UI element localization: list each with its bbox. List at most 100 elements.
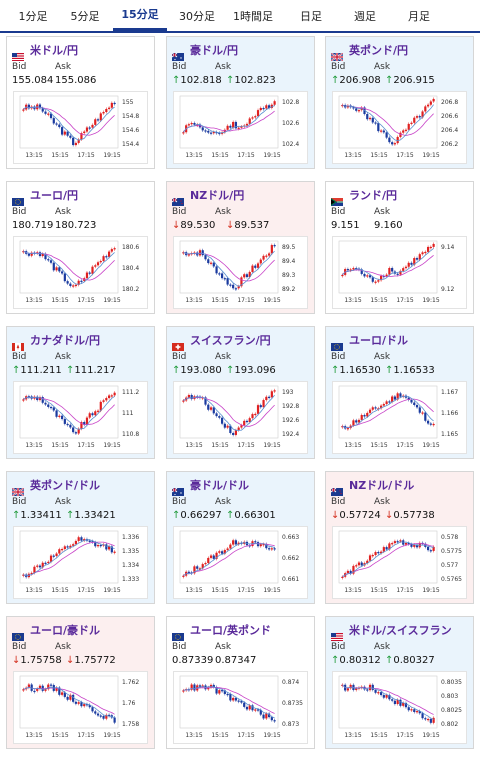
candle-body bbox=[110, 395, 113, 397]
candle-body bbox=[105, 714, 108, 719]
candle-body bbox=[251, 414, 254, 419]
pair-name[interactable]: ユーロ/英ポンド bbox=[190, 624, 272, 637]
pair-card[interactable]: NZドル/ドル Bid Ask ↓0.57724 ↓0.57738 0.578 0.5775… bbox=[325, 471, 474, 604]
x-tick-label: 15:15 bbox=[211, 732, 228, 739]
mini-candle-chart[interactable]: 1.762 1.76 1.758 13:15 15:15 17:15 19:15 bbox=[13, 671, 148, 744]
tab-4[interactable]: 1時間足 bbox=[233, 9, 273, 23]
x-tick-label: 17:15 bbox=[237, 297, 254, 304]
pair-card[interactable]: NZドル/円 Bid Ask ↓89.530 ↓89.537 89.5 89.4 89.3 89… bbox=[166, 181, 315, 314]
candle-body bbox=[267, 253, 271, 256]
pair-name[interactable]: ユーロ/円 bbox=[30, 189, 79, 202]
pair-card[interactable]: ユーロ/英ポンド Bid Ask 0.87339 0.87347 0.874 0.8735 0… bbox=[166, 616, 315, 749]
y-tick-label: 0.8735 bbox=[282, 700, 303, 707]
candle-body bbox=[96, 545, 100, 547]
mini-candle-chart[interactable]: 193 192.8 192.6 192.4 13:15 15:15 17:15 19:15 bbox=[173, 381, 308, 454]
mini-candle-chart[interactable]: 0.578 0.5775 0.577 0.5765 13:15 15:15 17:15 19:… bbox=[332, 526, 467, 599]
candle-body bbox=[382, 403, 385, 406]
pair-card[interactable]: ユーロ/円 Bid Ask 180.719 180.723 180.6 180.4 180.2… bbox=[6, 181, 155, 314]
pair-card[interactable]: 豪ドル/ドル Bid Ask ↑0.66297 ↑0.66301 0.663 0.662 0.… bbox=[166, 471, 315, 604]
pair-name[interactable]: スイスフラン/円 bbox=[190, 334, 271, 347]
candle-chart-svg: 0.874 0.8735 0.873 13:15 15:15 17:15 19:15 bbox=[179, 675, 303, 739]
pair-card[interactable]: 英ポンド/円 Bid Ask ↑206.908 ↑206.915 206.8 206.6 20… bbox=[325, 36, 474, 169]
y-tick-label: 193 bbox=[282, 389, 294, 396]
pair-card[interactable]: ユーロ/豪ドル Bid Ask ↓1.75758 ↓1.75772 1.762 1.76 1.… bbox=[6, 616, 155, 749]
candle-body bbox=[410, 399, 413, 403]
candle-body bbox=[229, 125, 232, 128]
candle-body bbox=[413, 402, 416, 406]
pair-card[interactable]: カナダドル/円 Bid Ask ↑111.211 ↑111.217 111.2 111 110… bbox=[6, 326, 155, 459]
candle-body bbox=[346, 428, 350, 430]
candle-body bbox=[432, 98, 435, 102]
ca-flag-icon bbox=[12, 336, 24, 351]
y-tick-label: 1.762 bbox=[122, 679, 139, 686]
tab-6[interactable]: 週足 bbox=[354, 9, 376, 23]
candle-chart-svg: 1.762 1.76 1.758 13:15 15:15 17:15 19:15 bbox=[19, 675, 139, 739]
pair-header: ユーロ/豪ドル bbox=[12, 623, 101, 641]
arrow-up-icon: ↑ bbox=[66, 510, 75, 521]
candle-body bbox=[270, 245, 273, 254]
candle-body bbox=[273, 548, 276, 550]
mini-candle-chart[interactable]: 180.6 180.4 180.2 13:15 15:15 17:15 19:15 bbox=[13, 236, 148, 309]
candle-body bbox=[232, 284, 235, 289]
mini-candle-chart[interactable]: 0.8035 0.803 0.8025 0.802 13:15 15:15 17:15 19:… bbox=[332, 671, 467, 744]
candle-body bbox=[218, 416, 221, 418]
pair-card[interactable]: ランド/円 Bid Ask 9.151 9.160 9.14 9.12 13:15 15:15 1… bbox=[325, 181, 474, 314]
mini-candle-chart[interactable]: 111.2 111 110.8 13:15 15:15 17:15 19:15 bbox=[13, 381, 148, 454]
pair-name[interactable]: NZドル/円 bbox=[190, 189, 245, 202]
mini-candle-chart[interactable]: 206.8 206.6 206.4 206.2 13:15 15:15 17:15 19:15 bbox=[332, 91, 467, 164]
tab-5[interactable]: 日足 bbox=[300, 9, 322, 23]
bid-label: Bid bbox=[12, 352, 27, 362]
candle-body bbox=[432, 717, 435, 723]
ma-line-long bbox=[183, 110, 275, 133]
pair-header: 英ポンド/円 bbox=[330, 43, 409, 62]
candle-body bbox=[74, 540, 78, 545]
plot-frame bbox=[179, 385, 279, 439]
candle-body bbox=[248, 118, 251, 124]
pair-card[interactable]: 米ドル/円 Bid Ask 155.084 155.086 155 154.8 154.6 15… bbox=[6, 36, 155, 169]
tab-2[interactable]: 15分足 bbox=[113, 0, 167, 31]
candle-body bbox=[256, 709, 260, 711]
y-tick-label: 155 bbox=[122, 99, 134, 106]
pair-name[interactable]: ランド/円 bbox=[349, 189, 398, 202]
candle-body bbox=[218, 132, 221, 135]
candle-body bbox=[371, 684, 374, 690]
tab-0[interactable]: 1分足 bbox=[18, 9, 48, 23]
candle-chart-svg: 193 192.8 192.6 192.4 13:15 15:15 17:15 19:15 bbox=[179, 385, 299, 449]
mini-candle-chart[interactable]: 1.167 1.166 1.165 13:15 15:15 17:15 19:15 bbox=[332, 381, 467, 454]
pair-card[interactable]: スイスフラン/円 Bid Ask ↑193.080 ↑193.096 193 192.8 19… bbox=[166, 326, 315, 459]
mini-candle-chart[interactable]: 1.336 1.335 1.334 1.333 13:15 15:15 17:15 19:15 bbox=[13, 526, 148, 599]
mini-candle-chart[interactable]: 9.14 9.12 13:15 15:15 17:15 19:15 bbox=[332, 236, 467, 309]
pair-name[interactable]: NZドル/ドル bbox=[349, 479, 415, 492]
tab-7[interactable]: 月足 bbox=[408, 9, 430, 23]
pair-card[interactable]: 豪ドル/円 Bid Ask ↑102.818 ↑102.823 102.8 102.6 102… bbox=[166, 36, 315, 169]
pair-name[interactable]: 英ポンド/円 bbox=[349, 44, 409, 57]
pair-card[interactable]: 英ポンド/ドル Bid Ask ↑1.33411 ↑1.33421 1.336 1.335 1… bbox=[6, 471, 155, 604]
pair-name[interactable]: 英ポンド/ドル bbox=[30, 479, 101, 492]
pair-name[interactable]: 米ドル/円 bbox=[30, 44, 79, 57]
bid-label: Bid bbox=[331, 352, 346, 362]
tab-3[interactable]: 30分足 bbox=[179, 9, 215, 23]
mini-candle-chart[interactable]: 89.5 89.4 89.3 89.2 13:15 15:15 17:15 19:15 bbox=[173, 236, 308, 309]
candle-body bbox=[30, 572, 33, 575]
y-tick-label: 0.874 bbox=[282, 679, 299, 686]
pair-name[interactable]: ユーロ/豪ドル bbox=[30, 624, 101, 637]
pair-card[interactable]: ユーロ/ドル Bid Ask ↑1.16530 ↑1.16533 1.167 1.166 1.… bbox=[325, 326, 474, 459]
candle-body bbox=[47, 259, 50, 261]
candle-body bbox=[245, 706, 249, 710]
ask-label: Ask bbox=[215, 62, 232, 72]
mini-candle-chart[interactable]: 155 154.8 154.6 154.4 13:15 15:15 17:15 19:15 bbox=[13, 91, 148, 164]
x-tick-label: 17:15 bbox=[396, 587, 413, 594]
pair-name[interactable]: 豪ドル/ドル bbox=[190, 479, 250, 492]
candle-body bbox=[226, 125, 229, 130]
candle-body bbox=[47, 561, 50, 564]
mini-candle-chart[interactable]: 0.874 0.8735 0.873 13:15 15:15 17:15 19:15 bbox=[173, 671, 308, 744]
pair-card[interactable]: 米ドル/スイスフラン Bid Ask ↑0.80312 ↑0.80327 0.8035 0.… bbox=[325, 616, 474, 749]
candle-body bbox=[83, 131, 86, 134]
tab-1[interactable]: 5分足 bbox=[70, 9, 100, 23]
pair-name[interactable]: カナダドル/円 bbox=[30, 334, 101, 347]
mini-candle-chart[interactable]: 102.8 102.6 102.4 13:15 15:15 17:15 19:15 bbox=[173, 91, 308, 164]
pair-name[interactable]: 米ドル/スイスフラン bbox=[349, 624, 452, 637]
mini-candle-chart[interactable]: 0.663 0.662 0.661 13:15 15:15 17:15 19:15 bbox=[173, 526, 308, 599]
pair-name[interactable]: 豪ドル/円 bbox=[190, 44, 239, 57]
pair-name[interactable]: ユーロ/ドル bbox=[349, 334, 409, 347]
